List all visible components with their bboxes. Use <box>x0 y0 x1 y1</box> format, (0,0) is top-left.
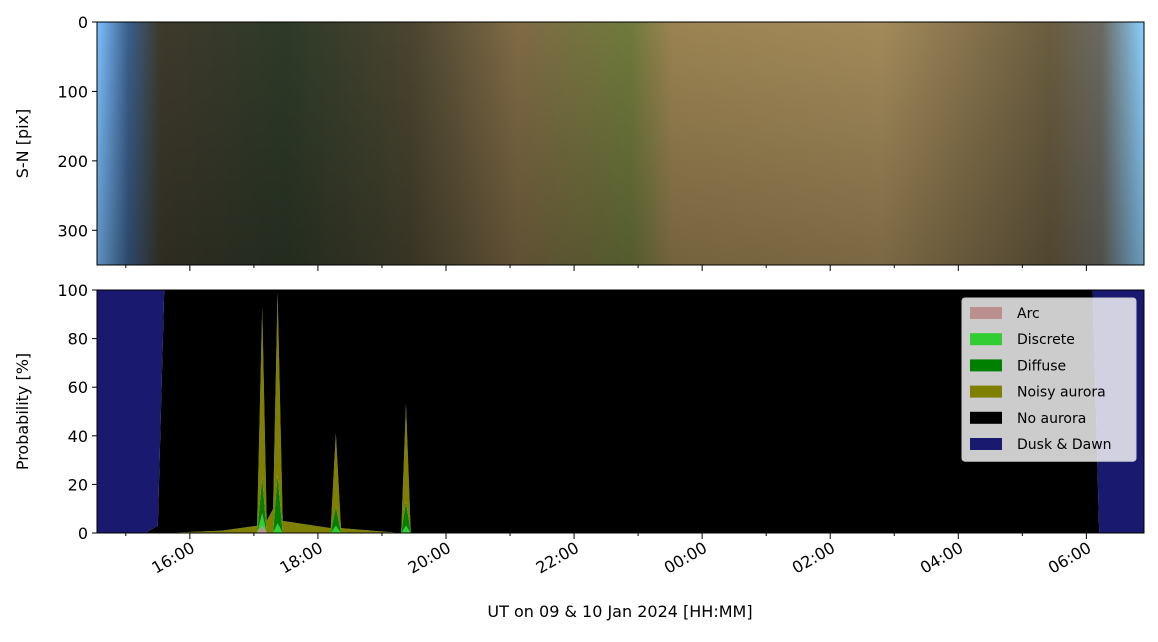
y-tick-label: 300 <box>57 221 88 240</box>
y-tick-label: 60 <box>68 378 88 397</box>
legend-swatch <box>970 438 1002 450</box>
x-tick-label: 02:00 <box>789 538 838 578</box>
bottom-frame <box>96 289 1145 534</box>
legend-label: Noisy aurora <box>1017 385 1106 401</box>
y-tick-label: 40 <box>68 427 88 446</box>
legend-label: Discrete <box>1017 332 1075 348</box>
x-tick-label: 04:00 <box>917 538 966 578</box>
y-tick-label: 0 <box>78 524 88 543</box>
y-tick-label: 100 <box>57 82 88 101</box>
y-tick-label: 0 <box>78 13 88 32</box>
x-tick-label: 22:00 <box>533 538 582 578</box>
legend-label: Dusk & Dawn <box>1017 437 1112 453</box>
area <box>97 290 1144 533</box>
x-tick-label: 06:00 <box>1045 538 1094 578</box>
legend-label: Diffuse <box>1017 358 1066 374</box>
legend-box <box>961 297 1137 462</box>
x-label: UT on 09 & 10 Jan 2024 [HH:MM] <box>487 602 752 621</box>
legend-swatch <box>970 411 1002 424</box>
keogram-shade <box>97 22 1144 265</box>
y-tick-label: 20 <box>68 475 88 494</box>
legend-label: Arc <box>1017 306 1040 322</box>
x-tick-label: 00:00 <box>661 538 710 578</box>
bottom-y-label: Probability [%] <box>13 353 32 470</box>
top-y-label: S-N [pix] <box>13 109 32 179</box>
x-tick-label: 20:00 <box>405 538 454 578</box>
x-tick-label: 16:00 <box>148 538 197 578</box>
legend-swatch <box>970 333 1002 346</box>
y-tick-label: 80 <box>68 330 88 349</box>
legend-swatch <box>970 359 1002 372</box>
top-frame <box>96 21 1145 266</box>
legend-label: No aurora <box>1017 411 1086 427</box>
legend-swatch <box>970 307 1002 319</box>
x-tick-label: 18:00 <box>276 538 325 578</box>
y-tick-label: 200 <box>57 152 88 171</box>
y-tick-label: 100 <box>57 281 88 300</box>
legend-swatch <box>970 385 1002 398</box>
